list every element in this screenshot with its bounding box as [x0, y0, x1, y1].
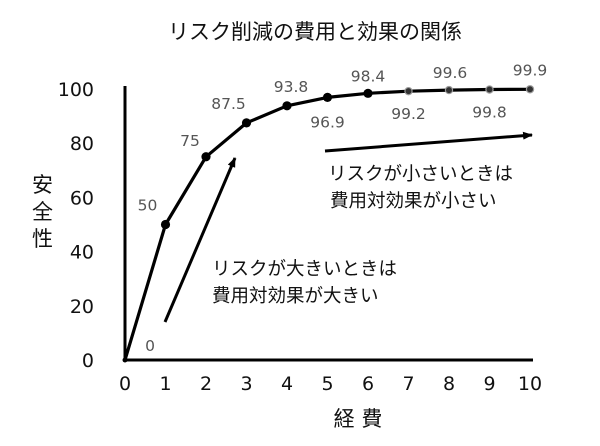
y-tick-label: 100 — [58, 79, 94, 101]
x-tick-label: 0 — [119, 373, 131, 395]
y-axis-label-char-2: 全 — [32, 200, 53, 224]
data-point — [322, 92, 333, 103]
y-tick-label: 60 — [70, 187, 94, 209]
high-risk-note-line-2: 費用対効果が大きい — [212, 286, 379, 307]
data-label: 87.5 — [211, 95, 246, 113]
x-tick-label: 9 — [483, 373, 495, 395]
low-risk-arrow — [324, 131, 533, 153]
x-tick-label: 3 — [240, 373, 252, 395]
y-axis-label-char-3: 性 — [32, 227, 53, 251]
chart-title: リスク削減の費用と効果の関係 — [168, 20, 462, 44]
x-tick-label: 5 — [321, 373, 333, 395]
data-point — [404, 86, 413, 96]
y-tick-label: 20 — [70, 296, 94, 318]
x-tick-label: 10 — [518, 373, 542, 395]
series-line-group — [122, 85, 535, 363]
data-label: 75 — [180, 132, 200, 150]
data-point — [363, 88, 373, 98]
y-tick-label: 0 — [82, 350, 94, 372]
y-tick-label: 40 — [70, 242, 94, 264]
x-tick-label: 6 — [362, 373, 374, 395]
data-label: 99.9 — [513, 61, 548, 79]
data-point — [282, 101, 292, 111]
data-point — [241, 118, 252, 128]
x-tick-label: 4 — [281, 373, 293, 395]
data-point — [485, 85, 494, 94]
y-axis-label-char-1: 安 — [32, 173, 53, 197]
x-tick-labels: 0 1 2 3 4 5 6 7 8 9 10 — [119, 373, 542, 395]
data-label: 99.2 — [391, 105, 426, 123]
data-point — [201, 152, 211, 162]
data-label: 99.6 — [433, 64, 468, 82]
data-label: 99.8 — [472, 104, 507, 122]
data-label: 93.8 — [274, 78, 309, 96]
data-point — [444, 85, 454, 95]
data-labels: 0 50 75 87.5 93.896.9 98.4 99.2 99.6 99.8 99.9 — [138, 61, 548, 355]
high-risk-arrow — [163, 157, 237, 323]
data-label: 0 — [145, 337, 155, 355]
high-risk-note-line-1: リスクが大きいときは — [212, 259, 397, 280]
x-axis-label: 経 費 — [334, 407, 383, 431]
data-label: 50 — [138, 197, 158, 215]
y-tick-label: 80 — [70, 133, 94, 155]
data-point — [160, 219, 171, 230]
x-tick-label: 8 — [443, 373, 455, 395]
x-tick-label: 7 — [402, 373, 414, 395]
data-label: 98.4 — [351, 67, 386, 85]
data-point — [525, 85, 535, 94]
data-label: 96.9 — [310, 113, 345, 131]
y-tick-labels: 0 20 40 60 80 100 — [58, 79, 94, 372]
x-tick-label: 2 — [200, 373, 212, 395]
data-point — [122, 357, 128, 363]
x-tick-label: 1 — [159, 373, 171, 395]
axes — [123, 86, 533, 362]
low-risk-note-line-2: 費用対効果が小さい — [330, 191, 497, 212]
low-risk-note-line-1: リスクが小さいときは — [328, 164, 513, 185]
